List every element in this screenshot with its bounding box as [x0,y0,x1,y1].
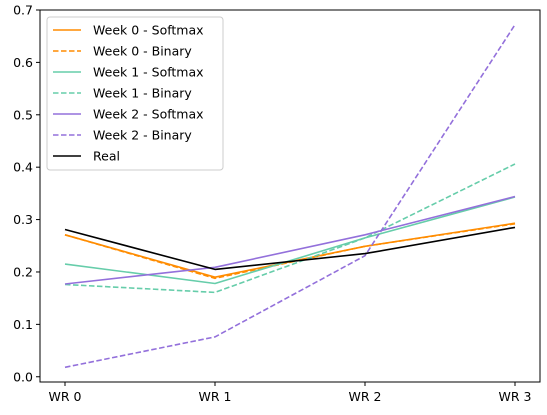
legend-label-6: Real [93,149,120,164]
y-tick-label: 0.3 [13,212,33,227]
y-tick-label: 0.5 [13,107,33,122]
y-tick-label: 0.2 [13,264,33,279]
legend-label-5: Week 2 - Binary [93,128,192,143]
legend-label-3: Week 1 - Binary [93,86,192,101]
series-line-0 [64,222,516,279]
legend: Week 0 - Softmax Week 0 - Binary Week 1 - … [46,16,224,171]
x-tick-label: WR 1 [199,389,232,404]
series-layer [64,24,516,369]
legend-box [46,16,224,171]
series-line-3 [64,163,516,294]
legend-label-2: Week 1 - Softmax [93,65,204,80]
axis-layer: WR 0 WR 1 WR 2 WR 3 0.0 0.1 0.2 0.3 0.4 0.5 0.6 0.7 [13,3,531,405]
x-tick-label: WR 3 [499,389,532,404]
series-line-4 [64,195,516,285]
legend-label-1: Week 0 - Binary [93,44,192,59]
y-tick-label: 0.1 [13,317,33,332]
x-tick-label: WR 0 [49,389,82,404]
series-line-2 [64,196,516,285]
legend-label-4: Week 2 - Softmax [93,107,204,122]
series-line-5 [64,24,516,369]
y-tick-label: 0.0 [13,369,33,384]
x-tick-label: WR 2 [349,389,382,404]
series-line-6 [64,226,516,271]
y-tick-label: 0.7 [13,3,33,18]
y-tick-label: 0.6 [13,55,33,70]
legend-label-0: Week 0 - Softmax [93,23,204,38]
plot-frame [39,9,541,383]
y-tick-label: 0.4 [13,160,33,175]
